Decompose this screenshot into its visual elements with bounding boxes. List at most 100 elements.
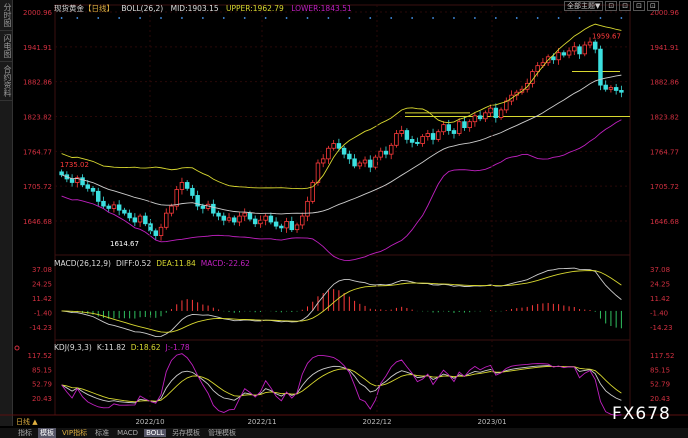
macd-tick-left: 24.25: [32, 281, 52, 289]
signal-dot: [536, 17, 539, 19]
annotation-low: 1614.67: [110, 240, 139, 248]
candle-body: [169, 205, 174, 214]
signal-dot: [60, 17, 63, 19]
candle-body: [535, 65, 540, 72]
candle-body: [619, 90, 624, 93]
price-tick-left: 1882.86: [23, 79, 52, 87]
top-toolbar: 全部主题▼ ⊡ ⊡ ⊡ ⊡: [564, 1, 659, 11]
signal-dot: [348, 17, 351, 19]
toolbar-button-3[interactable]: ⊡: [633, 1, 646, 11]
candle-body: [378, 150, 383, 158]
candle-body: [252, 218, 258, 225]
price-tick-right: 1646.68: [650, 218, 679, 226]
candle-body: [116, 204, 122, 211]
candle-body: [80, 177, 85, 186]
candle-body: [394, 133, 399, 146]
macd-tick-right: 24.25: [650, 281, 670, 289]
candle-body: [331, 143, 336, 149]
candle-body: [587, 41, 593, 46]
price-tick-left: 1705.72: [23, 183, 52, 191]
tab-macd[interactable]: MACD: [117, 429, 139, 437]
macd-tick-left: -1.40: [34, 309, 52, 317]
candle-body: [430, 133, 436, 140]
candle-body: [289, 221, 295, 231]
macd-diff: DIFF:0.52: [115, 259, 152, 268]
macd-dea-line: [61, 270, 622, 333]
kdj-tick-right: 20.43: [650, 395, 670, 403]
macd-tick-left: 11.42: [32, 295, 52, 303]
candle-body: [195, 195, 200, 207]
kdj-tick-left: 85.15: [32, 366, 52, 374]
toolbar-button-1[interactable]: ⊡: [605, 1, 618, 11]
candle-body: [85, 184, 91, 189]
annotation-high-left: 1735.02: [60, 161, 89, 169]
candle-body: [216, 212, 221, 217]
signal-dot: [411, 17, 414, 19]
instrument-title: 现货黄金: [54, 4, 84, 13]
macd-value: MACD:-22.62: [200, 259, 250, 268]
tab-standard[interactable]: 标准: [95, 429, 110, 437]
signal-dot: [201, 17, 204, 19]
boll-lower: LOWER:1843.51: [291, 4, 352, 13]
kdj-tick-right: 52.79: [650, 381, 670, 389]
tab-boll[interactable]: BOLL: [144, 429, 167, 437]
candle-body: [226, 217, 232, 221]
tab-template[interactable]: 模板: [38, 428, 56, 438]
manage-template-button[interactable]: 管理模板: [208, 429, 237, 437]
candle-body: [284, 221, 289, 229]
candle-body: [462, 121, 467, 129]
kdj-header: KDJ(9,3,3) K:11.82 D:18.62 J:-1.78: [54, 343, 195, 352]
candle-body: [300, 215, 305, 226]
price-tick-right: 1882.86: [650, 79, 679, 87]
candle-body: [153, 230, 159, 236]
kdj-settings-icon: [14, 345, 20, 351]
candle-body: [441, 124, 446, 133]
candle-body: [582, 44, 587, 55]
kdj-d: D:18.62: [130, 343, 161, 352]
candle-body: [409, 139, 415, 143]
date-label: 2022/12: [362, 418, 391, 426]
tab-contract-info[interactable]: 合约资料: [0, 62, 12, 101]
candle-body: [90, 187, 96, 192]
theme-dropdown[interactable]: 全部主题▼: [564, 1, 604, 11]
candle-body: [336, 143, 342, 149]
boll-lower-line: [61, 119, 622, 261]
period-indicator: 日线 ▲: [16, 417, 38, 426]
tab-timeshare[interactable]: 分时图: [0, 0, 12, 31]
boll-label[interactable]: BOLL(26,2): [121, 4, 164, 13]
tab-flash[interactable]: 闪电图: [0, 31, 12, 62]
candle-body: [493, 107, 499, 118]
price-tick-left: 1941.91: [23, 44, 52, 52]
price-tick-right: 1823.82: [650, 114, 679, 122]
price-tick-right: 1941.91: [650, 44, 679, 52]
tab-indicator[interactable]: 指标: [18, 429, 32, 437]
candle-body: [362, 159, 368, 164]
toolbar-button-2[interactable]: ⊡: [619, 1, 632, 11]
candle-body: [556, 52, 561, 61]
candle-body: [294, 224, 300, 231]
candle-body: [242, 212, 247, 217]
candle-body: [268, 215, 274, 223]
price-tick-right: 2000.96: [650, 9, 679, 17]
price-tick-right: 1764.77: [650, 148, 679, 156]
toolbar-button-4[interactable]: ⊡: [647, 1, 659, 11]
kdj-tick-right: 85.15: [650, 366, 670, 374]
macd-label[interactable]: MACD(26,12,9): [54, 259, 111, 268]
tab-vip-indicator[interactable]: VIP指标: [62, 429, 88, 437]
period-label: 【日线】: [84, 4, 114, 13]
kdj-label[interactable]: KDJ(9,3,3): [54, 343, 92, 352]
candle-body: [273, 221, 279, 227]
price-tick-left: 1764.77: [23, 148, 52, 156]
annotation-high-right: 1959.67: [592, 32, 621, 40]
candle-body: [101, 200, 106, 207]
candle-body: [184, 182, 190, 189]
signal-dot: [97, 17, 100, 19]
candle-body: [279, 225, 284, 229]
chart[interactable]: 2000.96 2000.96 1941.91 1941.91 1882.86 1882.…: [0, 0, 688, 428]
signal-dot: [243, 17, 246, 19]
save-template-button[interactable]: 另存模板: [172, 429, 201, 437]
candle-body: [467, 121, 472, 129]
candle-body: [305, 200, 310, 217]
signal-dot: [222, 17, 225, 19]
kdj-tick-left: 117.52: [28, 352, 53, 360]
